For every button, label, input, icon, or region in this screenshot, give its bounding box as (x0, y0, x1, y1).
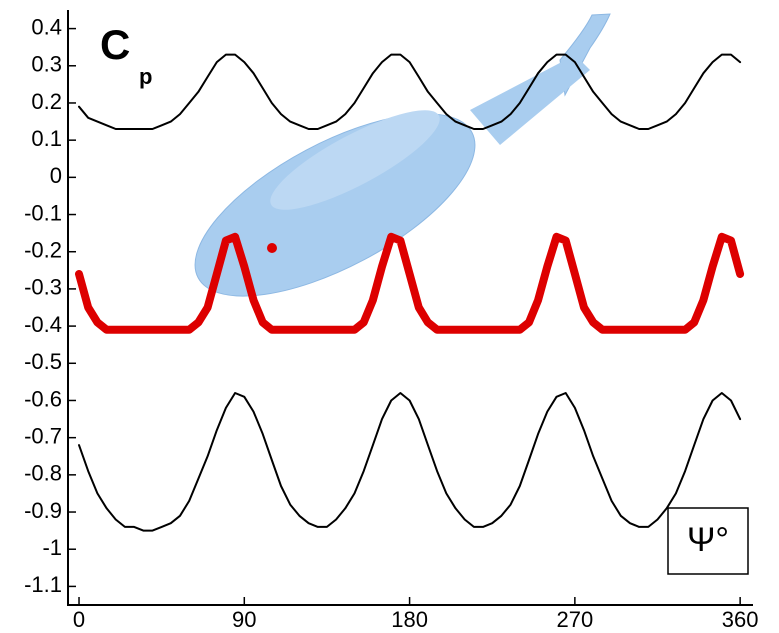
helicopter-cabin (270, 110, 440, 210)
x-tick-label: 0 (73, 607, 85, 632)
y-tick-label: -0.5 (24, 349, 62, 374)
helicopter-illustration (194, 13, 611, 297)
y-tick-label: -0.4 (24, 312, 62, 337)
helicopter-boom (470, 55, 590, 145)
y-tick-label: -0.2 (24, 238, 62, 263)
x-tick-label: 180 (391, 607, 428, 632)
y-tick-label: 0.2 (31, 89, 62, 114)
x-tick-label: 270 (557, 607, 594, 632)
y-label-subscript: p (139, 64, 152, 89)
y-tick-label: -0.8 (24, 461, 62, 486)
y-tick-label: 0.3 (31, 52, 62, 77)
x-tick-label: 360 (722, 607, 759, 632)
y-tick-label: 0.4 (31, 14, 62, 39)
x-tick-label: 90 (232, 607, 256, 632)
y-tick-label: -0.9 (24, 498, 62, 523)
y-label: C (100, 21, 130, 68)
y-tick-label: -1.1 (24, 572, 62, 597)
y-tick-label: -0.7 (24, 423, 62, 448)
y-tick-label: 0.1 (31, 126, 62, 151)
series-line (78, 53, 742, 130)
y-tick-label: -0.1 (24, 200, 62, 225)
helicopter-fuselage (194, 113, 476, 297)
x-label: Ψ° (687, 521, 729, 559)
series-line (78, 392, 742, 532)
y-tick-label: -1 (42, 535, 62, 560)
y-tick-label: 0 (50, 163, 62, 188)
x-label-box (667, 507, 749, 575)
sensor-point (267, 243, 277, 253)
y-tick-label: -0.3 (24, 275, 62, 300)
series-line (75, 232, 745, 334)
y-tick-label: -0.6 (24, 386, 62, 411)
